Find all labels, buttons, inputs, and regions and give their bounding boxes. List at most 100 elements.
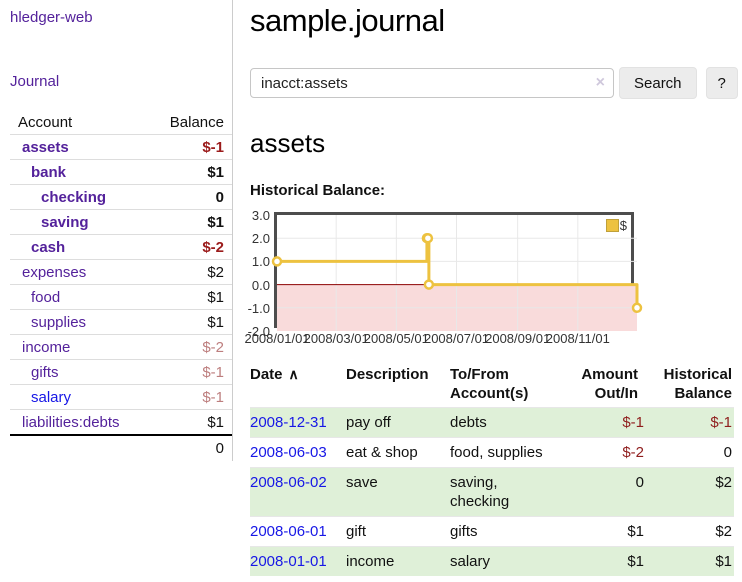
transaction-description: income: [346, 546, 450, 576]
account-balance: $1: [207, 289, 224, 306]
account-total-value: 0: [215, 440, 224, 457]
transaction-date-link[interactable]: 2008-06-03: [250, 444, 327, 461]
account-row: salary $-1: [10, 384, 232, 409]
transaction-date-link[interactable]: 2008-06-02: [250, 474, 327, 491]
account-balance: $-2: [202, 339, 224, 356]
account-row: checking 0: [10, 184, 232, 209]
register-header-row: Date ∧ Description To/From Account(s) Amo…: [250, 363, 734, 408]
account-heading: assets: [250, 128, 326, 158]
account-row: saving $1: [10, 209, 232, 234]
transaction-balance: $1: [646, 546, 734, 576]
x-axis-label: 2008/09/01: [485, 331, 551, 346]
account-balance: $1: [207, 314, 224, 331]
amount-column-header: Amount Out/In: [581, 366, 638, 402]
x-axis-label: 2008/01/01: [244, 331, 310, 346]
account-balance-table: Account Balance assets $-1 bank $1 checking 0…: [10, 110, 232, 460]
account-balance: $-2: [202, 239, 224, 256]
date-column-header[interactable]: Date ∧: [250, 366, 299, 383]
x-axis-label: 2008/05/01: [363, 331, 429, 346]
account-link[interactable]: gifts: [31, 364, 59, 381]
account-table-header-row: Account Balance: [10, 110, 232, 134]
account-link[interactable]: expenses: [22, 264, 87, 281]
search-input[interactable]: [251, 69, 613, 97]
transaction-row: 2008-06-02 save saving, checking 0 $2: [250, 467, 734, 517]
transaction-amount: $1: [562, 546, 646, 576]
transaction-accounts: salary: [450, 546, 562, 576]
account-link[interactable]: supplies: [31, 314, 87, 331]
clear-search-icon[interactable]: ×: [595, 74, 605, 91]
account-row: gifts $-1: [10, 359, 232, 384]
y-axis-label: 2.0: [251, 231, 270, 247]
transaction-accounts: debts: [450, 407, 562, 438]
transaction-row: 2008-06-01 gift gifts $1 $2: [250, 516, 734, 547]
x-axis-label: 2008/07/01: [423, 331, 490, 346]
account-table-body: assets $-1 bank $1 checking 0 saving $1 cash $-2 e…: [10, 134, 232, 434]
account-column-header: Account: [18, 114, 73, 131]
account-link[interactable]: income: [22, 339, 71, 356]
transaction-amount: $-2: [562, 437, 646, 468]
journal-link[interactable]: Journal: [10, 73, 60, 90]
account-total-row: 0: [10, 434, 232, 460]
account-link[interactable]: food: [31, 289, 61, 306]
transaction-row: 2008-12-31 pay off debts $-1 $-1: [250, 407, 734, 438]
chart-title: Historical Balance:: [250, 182, 386, 199]
transaction-description: save: [346, 467, 450, 517]
search-button[interactable]: Search: [619, 67, 697, 99]
account-link[interactable]: saving: [41, 214, 89, 231]
transaction-row: 2008-01-01 income salary $1 $1: [250, 546, 734, 576]
sidebar: hledger-web Journal Account Balance asse…: [0, 0, 233, 461]
transaction-amount: $1: [562, 516, 646, 547]
account-balance: $-1: [202, 389, 224, 406]
account-balance: $-1: [202, 139, 224, 156]
search-box: ×: [250, 68, 614, 98]
transaction-accounts: saving, checking: [450, 467, 562, 517]
x-axis-labels: 2008/01/01 2008/03/01 2008/05/01 2008/07/01…: [244, 328, 738, 346]
account-row: food $1: [10, 284, 232, 309]
transaction-date-link[interactable]: 2008-12-31: [250, 414, 327, 431]
transaction-balance: $2: [646, 467, 734, 517]
transaction-amount: 0: [562, 467, 646, 517]
page-title: sample.journal: [250, 3, 445, 38]
account-row: supplies $1: [10, 309, 232, 334]
transaction-row: 2008-06-03 eat & shop food, supplies $-2 0: [250, 437, 734, 468]
register-balance-column-header: Historical Balance: [663, 366, 732, 402]
transaction-description: gift: [346, 516, 450, 547]
transaction-accounts: food, supplies: [450, 437, 562, 468]
account-row: bank $1: [10, 159, 232, 184]
transaction-balance: $-1: [646, 407, 734, 438]
register-table: Date ∧ Description To/From Account(s) Amo…: [250, 363, 734, 576]
transaction-description: pay off: [346, 407, 450, 438]
account-balance: 0: [215, 189, 224, 206]
account-link[interactable]: checking: [41, 189, 107, 206]
transaction-date-link[interactable]: 2008-01-01: [250, 553, 327, 570]
account-link[interactable]: liabilities:debts: [22, 414, 120, 431]
description-column-header: Description: [346, 366, 429, 383]
account-balance: $1: [207, 414, 224, 431]
accounts-column-header: To/From Account(s): [450, 366, 529, 402]
transaction-date-link[interactable]: 2008-06-01: [250, 523, 327, 540]
legend-swatch: [605, 219, 619, 232]
chart-legend: $: [605, 218, 627, 233]
y-axis-label: 3.0: [251, 208, 270, 223]
account-balance: $1: [207, 214, 224, 231]
y-axis-label: 0.0: [251, 277, 270, 293]
account-row: cash $-2: [10, 234, 232, 259]
account-link[interactable]: salary: [31, 389, 72, 406]
y-axis-label: -2.0: [247, 324, 270, 339]
y-axis-label: -1.0: [247, 300, 270, 316]
help-button[interactable]: ?: [705, 67, 738, 99]
account-balance: $2: [207, 264, 224, 281]
app-title-link[interactable]: hledger-web: [10, 9, 93, 26]
search-form: × Search ?: [250, 67, 738, 99]
x-axis-label: 2008/03/01: [303, 331, 369, 346]
account-row: income $-2: [10, 334, 232, 359]
chart-plot-area: $ 3.0 2.0 1.0 0.0 -1.0 -2.0: [248, 208, 643, 339]
y-axis-label: 1.0: [251, 254, 270, 270]
account-link[interactable]: assets: [22, 139, 69, 156]
account-link[interactable]: cash: [31, 239, 66, 256]
legend-label: $: [619, 218, 627, 233]
main-pane: sample.journal × Search ? assets Histori…: [233, 0, 742, 576]
account-link[interactable]: bank: [31, 164, 67, 181]
register-tbody: 2008-12-31 pay off debts $-1 $-1 2008-06-03 ea…: [250, 407, 734, 576]
